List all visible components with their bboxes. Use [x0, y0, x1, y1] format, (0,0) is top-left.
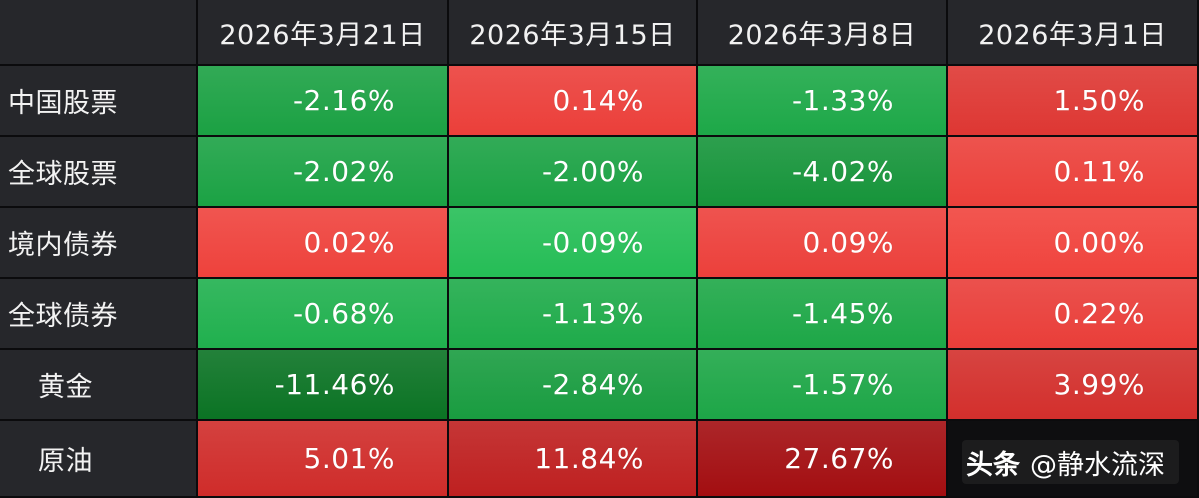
heatmap-cell-value: -0.09% [449, 208, 698, 279]
heatmap-cell-value: -1.57% [698, 350, 948, 421]
heatmap-cell-value: -2.84% [449, 350, 698, 421]
heatmap-cell-value [948, 421, 1199, 498]
heatmap-cell-value: -1.45% [698, 279, 948, 350]
heatmap-cell-value: -2.16% [198, 66, 449, 137]
column-header-date: 2026年3月1日 [948, 0, 1199, 66]
column-header-date: 2026年3月21日 [198, 0, 449, 66]
row-header-asset: 原油 [0, 421, 198, 498]
row-header-asset: 境内债券 [0, 208, 198, 279]
heatmap-cell-value: 0.09% [698, 208, 948, 279]
heatmap-cell-value: -2.02% [198, 137, 449, 208]
row-header-asset: 全球股票 [0, 137, 198, 208]
heatmap-cell-value: -2.00% [449, 137, 698, 208]
heatmap-cell-value: -11.46% [198, 350, 449, 421]
heatmap-cell-value: -4.02% [698, 137, 948, 208]
heatmap-cell-value: -1.13% [449, 279, 698, 350]
heatmap-cell-value: 5.01% [198, 421, 449, 498]
heatmap-cell-value: 0.22% [948, 279, 1199, 350]
heatmap-cell-value: 3.99% [948, 350, 1199, 421]
heatmap-cell-value: -1.33% [698, 66, 948, 137]
heatmap-cell-value: -0.68% [198, 279, 449, 350]
heatmap-cell-value: 11.84% [449, 421, 698, 498]
heatmap-cell-value: 1.50% [948, 66, 1199, 137]
heatmap-cell-value: 0.00% [948, 208, 1199, 279]
row-header-asset: 全球债券 [0, 279, 198, 350]
watermark-handle: @静水流深 [1030, 449, 1165, 481]
row-header-asset: 中国股票 [0, 66, 198, 137]
column-header-date: 2026年3月15日 [449, 0, 698, 66]
row-header-asset: 黄金 [0, 350, 198, 421]
heatmap-cell-value: 0.14% [449, 66, 698, 137]
watermark-brand: 头条 [966, 449, 1020, 481]
heatmap-cell-value: 27.67% [698, 421, 948, 498]
heatmap-cell-value: 0.11% [948, 137, 1199, 208]
watermark: 头条 @静水流深 [962, 440, 1179, 484]
column-header-date: 2026年3月8日 [698, 0, 948, 66]
heatmap-cell-value: 0.02% [198, 208, 449, 279]
corner-cell [0, 0, 198, 66]
